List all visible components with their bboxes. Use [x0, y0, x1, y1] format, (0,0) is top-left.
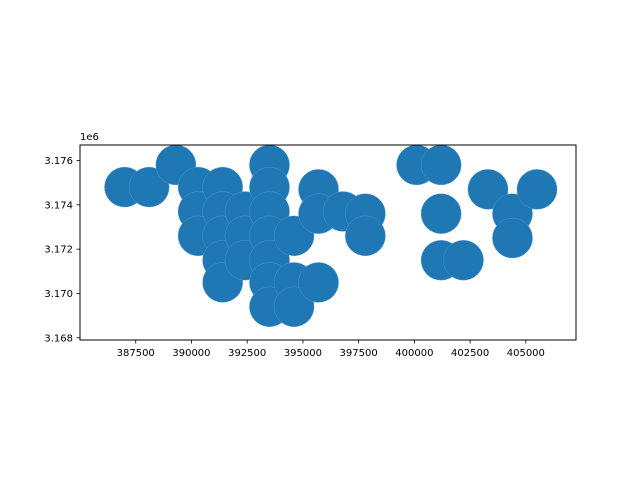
x-tick-label: 392500 [228, 348, 266, 359]
x-tick-label: 405000 [507, 348, 545, 359]
y-axis: 3.168 3.170 3.172 3.174 3.176 [44, 156, 80, 344]
scatter-point [492, 217, 533, 259]
scatter-point [516, 169, 558, 210]
x-tick-label: 395000 [284, 348, 322, 359]
plot-frame [79, 144, 577, 341]
y-tick-label: 3.172 [44, 245, 73, 256]
scatter-point [467, 169, 509, 210]
x-tick-label: 390000 [172, 348, 210, 359]
y-tick-label: 3.168 [44, 333, 73, 344]
scatter-point [443, 240, 484, 281]
x-tick-label: 400000 [395, 348, 433, 359]
scatter-point [420, 193, 462, 234]
points-layer [104, 145, 558, 327]
y-tick-label: 3.174 [44, 200, 73, 211]
scatter-point [128, 166, 170, 208]
scatter-point [273, 286, 315, 327]
x-tick-label: 397500 [340, 348, 378, 359]
x-axis: 387500 390000 392500 395000 397500 400000 4025… [117, 340, 545, 359]
scatter-point [298, 262, 339, 303]
x-tick-label: 402500 [451, 348, 489, 359]
y-tick-label: 3.176 [44, 156, 73, 167]
x-tick-label: 387500 [117, 348, 155, 359]
y-tick-label: 3.170 [44, 289, 73, 300]
scatter-point [420, 145, 462, 186]
y-axis-offset-label: 1e6 [80, 132, 99, 143]
scatter-point [345, 215, 386, 256]
